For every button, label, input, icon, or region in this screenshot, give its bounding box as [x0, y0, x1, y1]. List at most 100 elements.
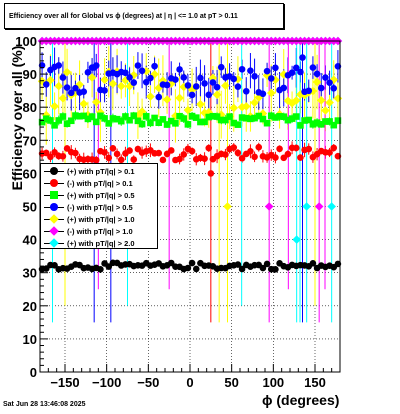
data-point — [326, 118, 333, 125]
legend-marker-icon — [41, 201, 67, 213]
data-point — [63, 120, 71, 127]
data-point — [97, 265, 104, 273]
data-point — [330, 121, 338, 129]
data-point — [309, 120, 317, 128]
y-tick-label: 90 — [23, 67, 37, 82]
data-point — [223, 202, 232, 211]
data-point — [230, 144, 238, 151]
data-point — [312, 77, 322, 87]
data-point — [291, 96, 301, 105]
data-point — [146, 92, 155, 101]
data-point — [162, 95, 172, 104]
data-point — [55, 117, 63, 124]
data-point — [284, 150, 292, 158]
data-point — [222, 116, 229, 124]
data-point — [100, 75, 109, 85]
data-point — [138, 120, 146, 128]
x-tick-label: −100 — [92, 375, 121, 390]
legend-marker-icon — [41, 213, 67, 225]
data-point — [263, 67, 271, 75]
data-point — [201, 80, 208, 87]
data-point — [84, 115, 92, 123]
chart-title: Efficiency over all for Global vs ϕ (deg… — [9, 12, 238, 20]
data-point — [122, 69, 129, 77]
data-point — [91, 97, 101, 107]
legend-marker-icon — [41, 225, 67, 237]
data-point — [205, 144, 213, 152]
data-point — [121, 76, 130, 85]
legend-item: (+) with pT/|q| > 0.5 — [41, 189, 157, 201]
data-point — [251, 114, 258, 122]
data-point — [180, 74, 188, 81]
data-point — [297, 122, 304, 129]
data-point — [205, 91, 213, 99]
data-point — [59, 152, 67, 160]
data-point — [130, 156, 138, 163]
data-point — [276, 113, 283, 120]
data-point — [59, 113, 67, 120]
x-tick-label: −150 — [50, 375, 79, 390]
data-point — [316, 96, 326, 105]
data-point — [322, 74, 329, 81]
data-point — [176, 155, 183, 163]
data-point — [42, 115, 50, 122]
data-point — [212, 90, 222, 100]
data-point — [247, 115, 254, 123]
data-point — [176, 112, 183, 120]
y-tick-label: 80 — [23, 100, 37, 115]
data-point — [109, 144, 117, 152]
data-point — [234, 83, 242, 90]
data-point — [234, 149, 242, 157]
data-point — [192, 83, 200, 90]
data-point — [234, 261, 242, 268]
data-point — [230, 75, 238, 83]
data-point — [54, 81, 64, 91]
data-point — [142, 78, 150, 86]
data-point — [76, 112, 83, 120]
legend-item: (+) with pT/|q| > 0.1 — [41, 165, 157, 177]
data-point — [188, 91, 196, 99]
data-point — [217, 116, 225, 124]
data-point — [147, 74, 154, 82]
data-markers — [37, 36, 343, 273]
data-point — [55, 62, 63, 69]
data-point — [259, 115, 267, 123]
data-point — [192, 114, 200, 121]
data-point — [87, 73, 97, 82]
data-point — [72, 149, 79, 157]
data-point — [113, 115, 121, 123]
data-point — [42, 81, 50, 88]
data-point — [130, 79, 138, 86]
data-point — [263, 119, 271, 127]
data-point — [247, 147, 254, 155]
data-point — [38, 118, 46, 126]
data-point — [67, 89, 75, 97]
data-point — [272, 114, 279, 121]
data-point — [116, 81, 126, 91]
data-point — [151, 62, 158, 70]
data-point — [101, 149, 108, 156]
data-point — [259, 90, 267, 98]
data-point — [283, 96, 293, 106]
data-point — [222, 151, 229, 158]
y-tick-label: 40 — [23, 233, 37, 248]
axes: −150 −100 −50 0 50 100 150 0 10 20 30 40 50 60 70 80 90 1… — [15, 34, 333, 390]
data-point — [67, 117, 75, 125]
data-point — [117, 117, 125, 125]
data-point — [280, 113, 288, 121]
data-point — [50, 101, 59, 111]
data-point — [213, 113, 221, 120]
data-point — [288, 115, 296, 122]
data-point — [126, 147, 133, 154]
legend-label: (+) with pT/|q| > 1.0 — [67, 214, 135, 224]
data-point — [109, 115, 117, 122]
data-point — [317, 84, 325, 92]
data-point — [108, 79, 118, 89]
data-point — [142, 113, 150, 120]
data-point — [88, 113, 96, 120]
data-point — [184, 264, 192, 272]
data-point — [305, 87, 313, 95]
data-point — [234, 121, 242, 128]
data-point — [134, 62, 142, 69]
